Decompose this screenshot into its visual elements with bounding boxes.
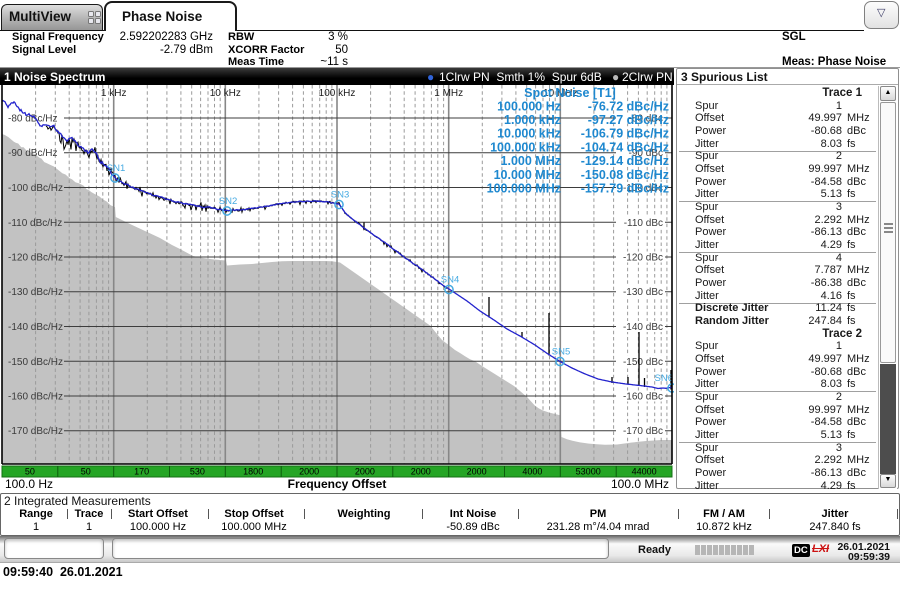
- svg-text:Frequency Offset: Frequency Offset: [288, 477, 387, 491]
- svg-text:-130 dBc: -130 dBc: [623, 287, 663, 298]
- svg-text:100.000 Hz: 100.000 Hz: [497, 99, 561, 113]
- svg-text:10.000 MHz: 10.000 MHz: [494, 168, 561, 182]
- svg-text:50: 50: [25, 467, 35, 477]
- svg-text:50: 50: [81, 467, 91, 477]
- svg-text:1 kHz: 1 kHz: [101, 88, 127, 99]
- svg-text:-150 dBc/Hz: -150 dBc/Hz: [8, 357, 63, 368]
- svg-text:2000: 2000: [411, 467, 431, 477]
- svg-text:10 MHz: 10 MHz: [543, 88, 577, 99]
- svg-text:SN4: SN4: [441, 275, 459, 286]
- svg-text:-129.14 dBc/Hz: -129.14 dBc/Hz: [581, 154, 669, 168]
- svg-text:-140 dBc: -140 dBc: [623, 322, 663, 333]
- svg-text:4000: 4000: [522, 467, 542, 477]
- svg-text:-100 dBc/Hz: -100 dBc/Hz: [8, 183, 63, 194]
- svg-text:SN5: SN5: [552, 347, 570, 358]
- svg-text:-130 dBc/Hz: -130 dBc/Hz: [8, 287, 63, 298]
- svg-text:-157.79 dBc/Hz: -157.79 dBc/Hz: [581, 182, 669, 196]
- svg-text:100.0 MHz: 100.0 MHz: [611, 477, 669, 491]
- svg-text:100.000 MHz: 100.000 MHz: [487, 182, 561, 196]
- svg-text:-100 dBc: -100 dBc: [623, 183, 663, 194]
- svg-text:10 kHz: 10 kHz: [210, 88, 241, 99]
- svg-text:-110 dBc/Hz: -110 dBc/Hz: [8, 218, 62, 229]
- svg-text:-110 dBc: -110 dBc: [624, 218, 663, 229]
- svg-text:53000: 53000: [576, 467, 601, 477]
- svg-text:10.000 kHz: 10.000 kHz: [497, 127, 561, 141]
- svg-text:100.0 Hz: 100.0 Hz: [5, 477, 53, 491]
- svg-text:SN2: SN2: [219, 196, 237, 207]
- svg-text:1 MHz: 1 MHz: [434, 88, 463, 99]
- svg-text:-104.74 dBc/Hz: -104.74 dBc/Hz: [581, 140, 669, 154]
- svg-text:530: 530: [190, 467, 205, 477]
- svg-text:-76.72 dBc/Hz: -76.72 dBc/Hz: [588, 99, 669, 113]
- svg-text:SN3: SN3: [331, 190, 349, 201]
- svg-text:-120 dBc: -120 dBc: [623, 253, 663, 264]
- svg-text:-150 dBc: -150 dBc: [623, 357, 663, 368]
- svg-text:-80 dBc/Hz: -80 dBc/Hz: [8, 114, 57, 125]
- svg-text:44000: 44000: [632, 467, 657, 477]
- svg-text:-90 dBc: -90 dBc: [629, 148, 663, 159]
- svg-text:2000: 2000: [299, 467, 319, 477]
- svg-text:-150.08 dBc/Hz: -150.08 dBc/Hz: [581, 168, 669, 182]
- svg-text:SN6: SN6: [655, 373, 673, 384]
- svg-text:Spot Noise [T1]: Spot Noise [T1]: [524, 86, 616, 100]
- svg-text:100.000 kHz: 100.000 kHz: [490, 140, 561, 154]
- svg-text:-97.27 dBc/Hz: -97.27 dBc/Hz: [588, 113, 669, 127]
- svg-text:-90 dBc/Hz: -90 dBc/Hz: [8, 148, 57, 159]
- svg-text:170: 170: [134, 467, 149, 477]
- svg-text:2000: 2000: [355, 467, 375, 477]
- svg-text:-140 dBc/Hz: -140 dBc/Hz: [8, 322, 63, 333]
- svg-text:-120 dBc/Hz: -120 dBc/Hz: [8, 253, 63, 264]
- svg-text:-160 dBc/Hz: -160 dBc/Hz: [8, 392, 63, 403]
- svg-text:1800: 1800: [243, 467, 263, 477]
- svg-text:2000: 2000: [467, 467, 487, 477]
- svg-text:-170 dBc/Hz: -170 dBc/Hz: [8, 426, 63, 437]
- svg-text:1.000 MHz: 1.000 MHz: [501, 154, 561, 168]
- svg-text:-80 dBc: -80 dBc: [629, 114, 663, 125]
- svg-text:-170 dBc: -170 dBc: [623, 426, 663, 437]
- svg-text:-160 dBc: -160 dBc: [623, 392, 663, 403]
- svg-text:-106.79 dBc/Hz: -106.79 dBc/Hz: [581, 127, 669, 141]
- svg-text:1.000 kHz: 1.000 kHz: [504, 113, 561, 127]
- svg-text:100 kHz: 100 kHz: [319, 88, 356, 99]
- svg-text:SN1: SN1: [107, 163, 125, 174]
